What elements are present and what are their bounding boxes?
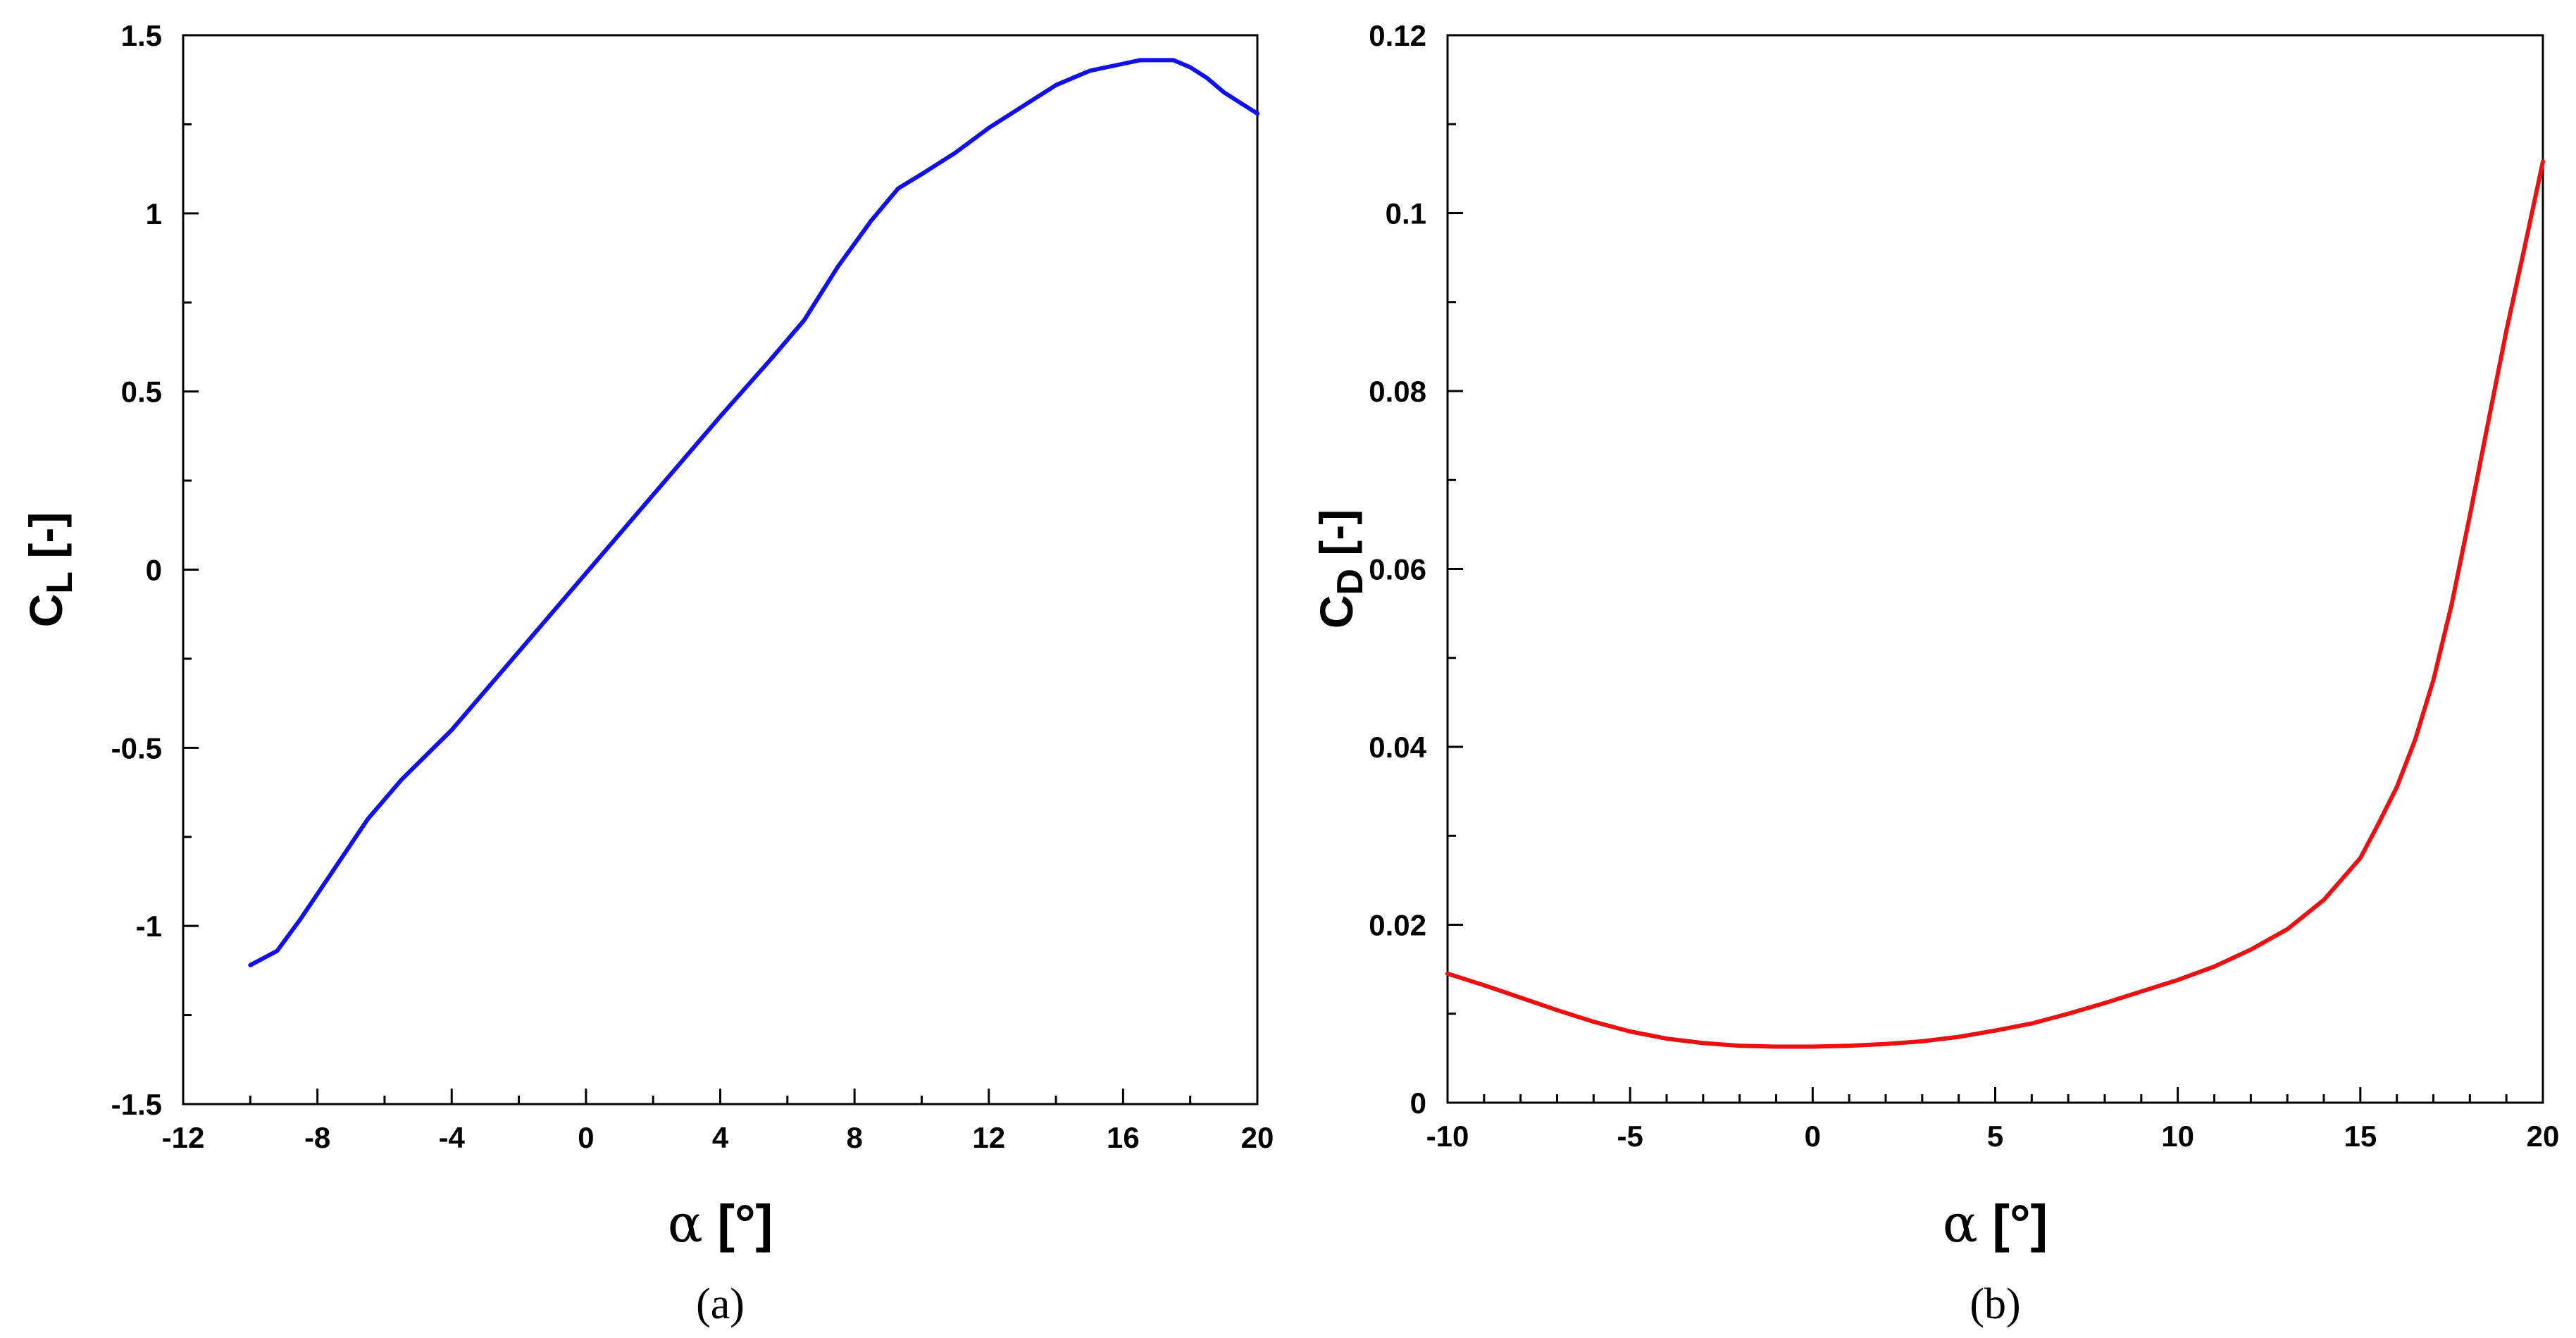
- y-tick-label: 0.08: [1369, 375, 1426, 408]
- x-axis-title: α [°]: [1943, 1194, 2048, 1254]
- y-tick-label: 0.12: [1369, 19, 1426, 52]
- x-tick-label: 0: [578, 1121, 594, 1154]
- x-tick-label: 12: [972, 1121, 1005, 1154]
- x-tick-label: -5: [1617, 1120, 1643, 1153]
- x-tick-label: 16: [1107, 1121, 1140, 1154]
- x-tick-label: 20: [2527, 1120, 2560, 1153]
- x-tick-label: 10: [2161, 1120, 2194, 1153]
- y-tick-label: 0: [146, 554, 162, 587]
- y-tick-label: 0.02: [1369, 909, 1426, 942]
- y-axis-unit: [-]: [20, 512, 72, 571]
- y-tick-label: 1: [146, 197, 162, 230]
- x-axis-title: α [°]: [668, 1194, 773, 1254]
- x-axis-unit: [°]: [1978, 1194, 2048, 1253]
- chart-lift-coefficient: -12 -8 -4 0 4 8 12 16 20 -1.5 -1 -0.5 0 0.5 1 1.5 α [°] C…: [20, 19, 1274, 1328]
- x-axis-unit: [°]: [703, 1194, 773, 1253]
- y-tick-label: 0.06: [1369, 553, 1426, 586]
- y-tick-label: -1: [136, 910, 162, 943]
- y-axis-subscript: L: [39, 571, 80, 594]
- x-tick-label: 0: [1805, 1120, 1821, 1153]
- y-tick-label: 1.5: [121, 19, 162, 52]
- y-axis-unit: [-]: [1310, 509, 1362, 569]
- x-tick-label: 5: [1987, 1120, 2003, 1153]
- x-tick-label: 8: [846, 1121, 862, 1154]
- series-line: [1445, 159, 2545, 1049]
- series-line: [248, 58, 1259, 967]
- y-tick-label: 0.5: [121, 376, 162, 409]
- y-axis-title: CD [-]: [1310, 509, 1371, 629]
- x-tick-label: -12: [162, 1121, 205, 1154]
- y-tick-label: -0.5: [111, 731, 162, 764]
- chart-drag-coefficient: -10 -5 0 5 10 15 20 0 0.02 0.04 0.06 0.08 0.1 0.12 α […: [1310, 19, 2559, 1328]
- y-tick-label: 0.04: [1369, 731, 1426, 764]
- x-tick-label: -8: [304, 1121, 330, 1154]
- x-tick-label: 20: [1241, 1121, 1274, 1154]
- y-tick-label: -1.5: [111, 1088, 162, 1121]
- y-axis-title: CL [-]: [20, 512, 80, 628]
- panel-caption: (a): [696, 1280, 745, 1328]
- x-axis-symbol: α: [1943, 1194, 1978, 1254]
- y-axis-base: C: [20, 594, 72, 628]
- x-tick-label: 4: [712, 1121, 729, 1154]
- x-axis-symbol: α: [668, 1194, 703, 1254]
- y-tick-label: 0.1: [1386, 197, 1426, 230]
- y-tick-label: 0: [1410, 1086, 1426, 1120]
- x-tick-label: 15: [2344, 1120, 2377, 1153]
- y-axis-subscript: D: [1330, 569, 1371, 595]
- x-tick-label: -4: [439, 1121, 466, 1154]
- y-axis-base: C: [1310, 595, 1362, 629]
- x-tick-label: -10: [1426, 1120, 1469, 1153]
- panel-caption: (b): [1970, 1280, 2020, 1328]
